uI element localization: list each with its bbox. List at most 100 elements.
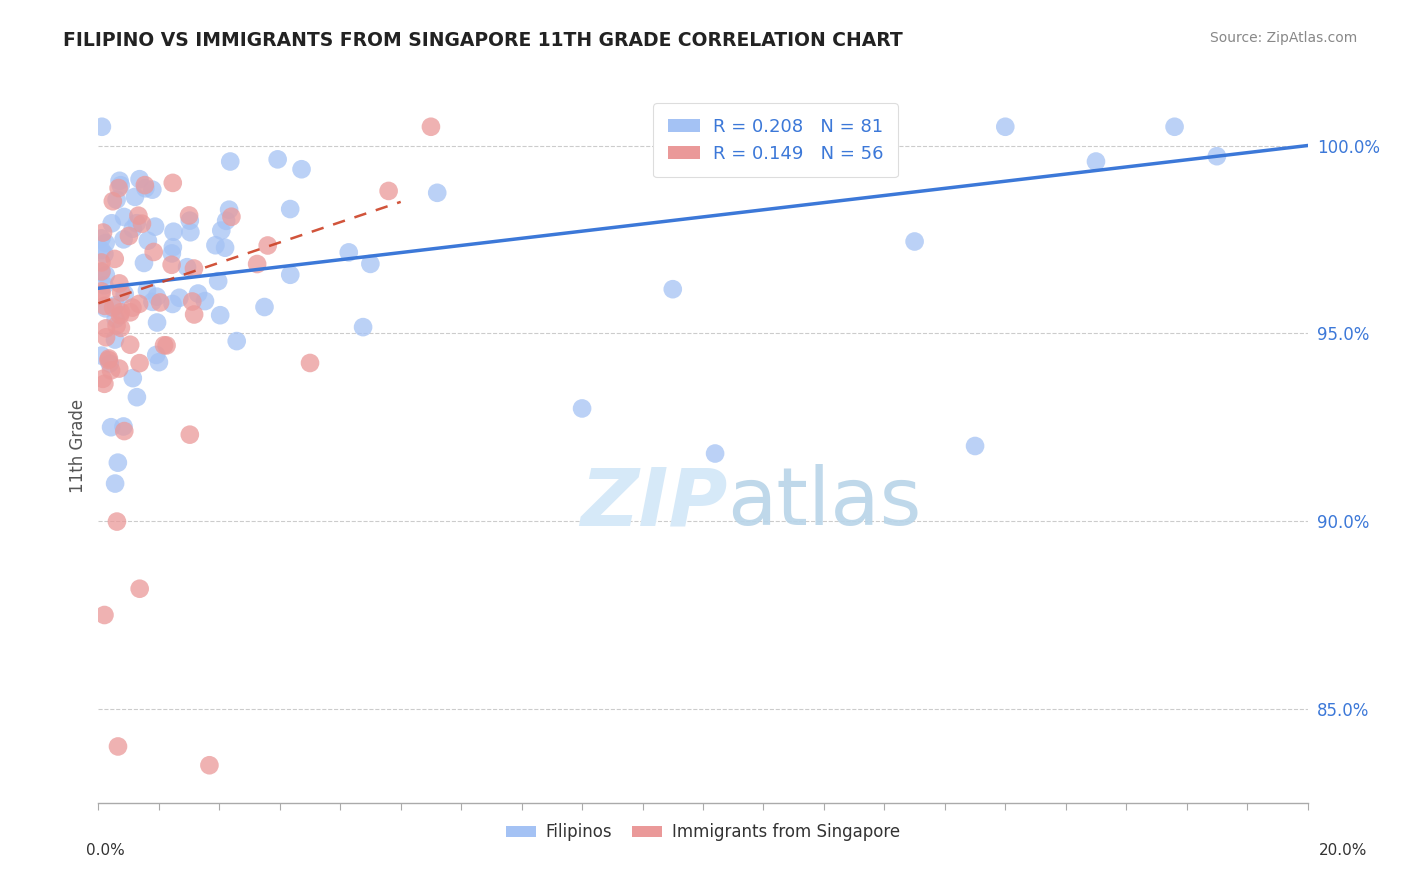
- Point: [426, 186, 449, 200]
- Point: [142, 244, 165, 259]
- Point: [359, 257, 381, 271]
- Point: [125, 216, 148, 230]
- Point: [221, 210, 243, 224]
- Point: [204, 238, 226, 252]
- Point: [105, 193, 128, 207]
- Point: [207, 274, 229, 288]
- Point: [127, 209, 149, 223]
- Point: [160, 258, 183, 272]
- Point: [112, 232, 135, 246]
- Point: [105, 515, 128, 529]
- Point: [121, 301, 143, 315]
- Point: [94, 268, 117, 282]
- Point: [183, 308, 205, 322]
- Point: [337, 245, 360, 260]
- Point: [162, 225, 184, 239]
- Text: ZIP: ZIP: [579, 464, 727, 542]
- Point: [181, 294, 204, 309]
- Point: [128, 172, 150, 186]
- Point: [266, 153, 288, 167]
- Point: [169, 291, 191, 305]
- Point: [136, 234, 159, 248]
- Point: [121, 371, 143, 385]
- Point: [94, 321, 117, 335]
- Point: [187, 286, 209, 301]
- Point: [225, 334, 247, 348]
- Point: [209, 308, 232, 322]
- Point: [965, 439, 987, 453]
- Point: [145, 290, 167, 304]
- Point: [160, 246, 183, 260]
- Point: [278, 268, 301, 282]
- Point: [118, 229, 141, 244]
- Point: [146, 316, 169, 330]
- Point: [352, 320, 374, 334]
- Point: [994, 120, 1017, 134]
- Point: [162, 297, 184, 311]
- Point: [100, 216, 122, 230]
- Point: [209, 223, 232, 237]
- Point: [90, 287, 112, 301]
- Point: [91, 372, 114, 386]
- Point: [131, 217, 153, 231]
- Y-axis label: 11th Grade: 11th Grade: [69, 399, 87, 493]
- Point: [104, 476, 127, 491]
- Point: [290, 162, 312, 177]
- Point: [155, 338, 177, 352]
- Point: [108, 361, 131, 376]
- Point: [176, 260, 198, 275]
- Point: [141, 183, 163, 197]
- Point: [90, 243, 112, 257]
- Point: [107, 456, 129, 470]
- Point: [107, 181, 129, 195]
- Point: [110, 178, 132, 193]
- Point: [112, 419, 135, 434]
- Point: [128, 356, 150, 370]
- Point: [132, 256, 155, 270]
- Text: atlas: atlas: [727, 464, 921, 542]
- Point: [149, 295, 172, 310]
- Point: [93, 278, 115, 293]
- Point: [218, 202, 240, 217]
- Point: [128, 582, 150, 596]
- Point: [179, 213, 201, 227]
- Legend: Filipinos, Immigrants from Singapore: Filipinos, Immigrants from Singapore: [499, 817, 907, 848]
- Text: FILIPINO VS IMMIGRANTS FROM SINGAPORE 11TH GRADE CORRELATION CHART: FILIPINO VS IMMIGRANTS FROM SINGAPORE 11…: [63, 31, 903, 50]
- Point: [114, 287, 136, 301]
- Point: [219, 154, 242, 169]
- Point: [134, 178, 156, 193]
- Text: 20.0%: 20.0%: [1319, 843, 1367, 858]
- Text: 0.0%: 0.0%: [86, 843, 125, 858]
- Point: [125, 390, 148, 404]
- Point: [253, 300, 276, 314]
- Point: [97, 351, 120, 366]
- Point: [93, 607, 115, 622]
- Point: [107, 739, 129, 754]
- Point: [420, 120, 443, 134]
- Point: [136, 284, 159, 298]
- Point: [108, 174, 131, 188]
- Point: [100, 363, 122, 377]
- Point: [904, 235, 927, 249]
- Point: [246, 257, 269, 271]
- Point: [278, 202, 301, 216]
- Point: [108, 308, 131, 322]
- Point: [214, 241, 236, 255]
- Point: [198, 758, 221, 772]
- Point: [179, 427, 201, 442]
- Point: [128, 297, 150, 311]
- Point: [120, 337, 142, 351]
- Point: [93, 247, 115, 261]
- Point: [104, 311, 127, 326]
- Point: [141, 294, 163, 309]
- Point: [571, 401, 593, 416]
- Point: [90, 349, 112, 363]
- Point: [94, 301, 117, 316]
- Point: [215, 214, 238, 228]
- Point: [90, 265, 112, 279]
- Point: [179, 208, 201, 222]
- Point: [256, 238, 278, 252]
- Point: [94, 330, 117, 344]
- Point: [134, 181, 156, 195]
- Point: [813, 161, 835, 175]
